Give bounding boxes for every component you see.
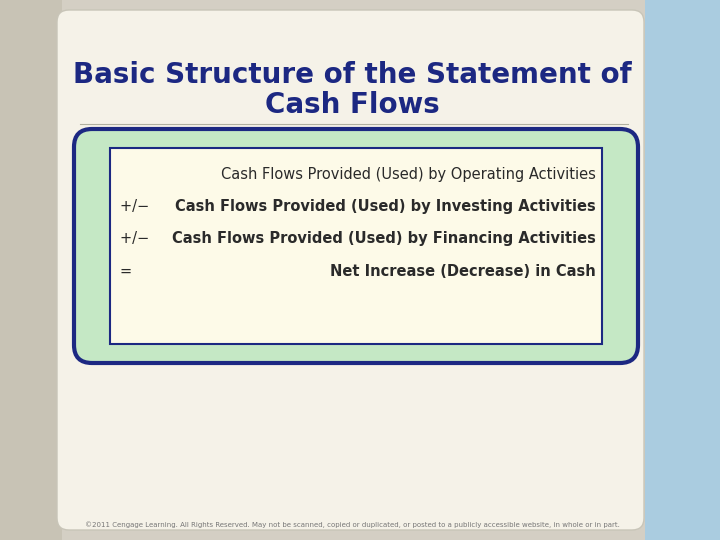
Text: Cash Flows Provided (Used) by Operating Activities: Cash Flows Provided (Used) by Operating …	[221, 167, 596, 183]
Text: =: =	[120, 264, 137, 279]
FancyBboxPatch shape	[74, 129, 638, 363]
Text: Net Increase (Decrease) in Cash: Net Increase (Decrease) in Cash	[330, 264, 596, 279]
Text: +/−: +/−	[120, 232, 158, 246]
Text: Cash Flows: Cash Flows	[265, 91, 439, 119]
Text: Cash Flows Provided (Used) by Investing Activities: Cash Flows Provided (Used) by Investing …	[175, 199, 596, 214]
Text: +/−: +/−	[120, 199, 158, 214]
Bar	[645, 0, 720, 540]
Text: ©2011 Cengage Learning. All Rights Reserved. May not be scanned, copied or dupli: ©2011 Cengage Learning. All Rights Reser…	[84, 521, 619, 528]
Text: Cash Flows Provided (Used) by Financing Activities: Cash Flows Provided (Used) by Financing …	[172, 232, 596, 246]
Bar	[0, 0, 62, 540]
FancyBboxPatch shape	[110, 148, 602, 344]
Text: Basic Structure of the Statement of: Basic Structure of the Statement of	[73, 61, 631, 89]
FancyBboxPatch shape	[57, 10, 644, 530]
